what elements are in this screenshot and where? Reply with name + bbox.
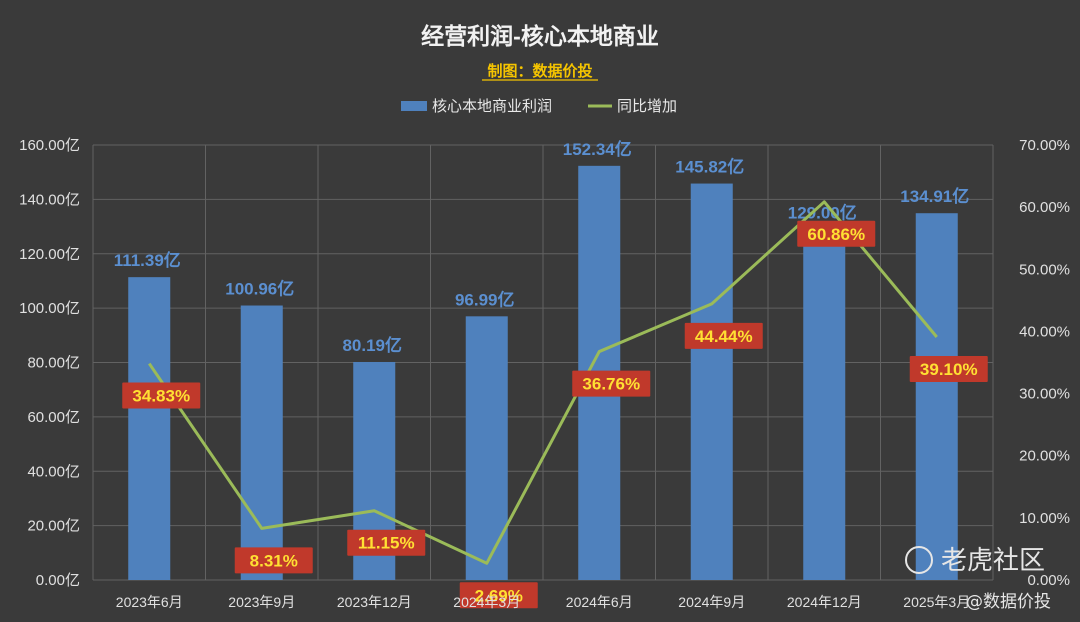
bar-value-label: 111.39亿 (114, 250, 181, 270)
y-left-tick-label: 20.00亿 (27, 518, 80, 535)
y-left-tick-label: 60.00亿 (27, 409, 80, 426)
line-series (148, 200, 938, 565)
x-tick-label: 2025年3月 (903, 594, 970, 610)
legend-label-line: 同比增加 (617, 98, 677, 115)
line-value-label: 36.76% (582, 375, 640, 394)
watermark-handle: @数据价投 (966, 592, 1051, 612)
line-value-label-box (347, 529, 426, 556)
line-value-label: 44.44% (695, 327, 753, 346)
y-right-tick-label: 20.00% (1019, 448, 1070, 465)
x-tick-label: 2024年6月 (566, 594, 633, 610)
bar-value-label: 80.19亿 (342, 335, 402, 355)
y-right-tick-label: 30.00% (1019, 386, 1070, 403)
y-right-tick-label: 40.00% (1019, 323, 1070, 340)
bar (128, 277, 171, 580)
bar (803, 229, 846, 580)
line-value-label: 8.31% (250, 551, 298, 570)
bar-value-label: 96.99亿 (455, 289, 515, 309)
y-right-tick-label: 10.00% (1019, 510, 1070, 527)
line-value-label: 39.10% (920, 360, 978, 379)
chart-title: 经营利润-核心本地商业 (421, 23, 659, 49)
bar (240, 305, 283, 580)
y-right-tick-label: 0.00% (1027, 572, 1070, 589)
line-value-label: 2.69% (475, 586, 523, 605)
legend-swatch-bar (401, 101, 427, 111)
line-value-label: 34.83% (132, 387, 190, 406)
x-tick-label: 2023年12月 (337, 594, 412, 610)
y-left-tick-label: 140.00亿 (19, 191, 80, 208)
line-value-label-box (459, 582, 538, 609)
line-value-label-box (572, 370, 651, 397)
bar-value-label: 152.34亿 (563, 139, 632, 159)
line-value-label-box (797, 220, 876, 247)
tiger-logo-icon (905, 546, 933, 574)
x-tick-label: 2023年6月 (116, 594, 183, 610)
bar (690, 183, 733, 580)
y-left-tick-label: 40.00亿 (27, 463, 80, 480)
x-tick-label: 2024年9月 (678, 594, 745, 610)
x-tick-label: 2024年12月 (787, 594, 862, 610)
line-value-label-box (234, 547, 313, 574)
watermark-brand-text: 老虎社区 (941, 546, 1046, 576)
line-value-label-box (122, 382, 201, 409)
y-left-tick-label: 100.00亿 (19, 300, 80, 317)
bar (915, 213, 958, 580)
y-right-tick-label: 70.00% (1019, 137, 1070, 154)
legend-label-bar: 核心本地商业利润 (432, 98, 552, 115)
watermark-brand: 老虎社区 (905, 540, 1045, 577)
line-value-label-box (909, 356, 988, 383)
bar-value-label: 134.91亿 (900, 186, 969, 206)
y-right-tick-label: 50.00% (1019, 261, 1070, 278)
y-right-tick-label: 60.00% (1019, 199, 1070, 216)
line-value-label-box (684, 322, 763, 349)
line-value-label: 11.15% (358, 534, 415, 553)
y-left-tick-label: 120.00亿 (19, 246, 80, 263)
x-tick-label: 2024年3月 (453, 594, 520, 610)
y-left-tick-label: 160.00亿 (19, 137, 80, 154)
line-value-label: 60.86% (807, 225, 865, 244)
bar-value-label: 100.96亿 (225, 279, 294, 299)
y-left-tick-label: 80.00亿 (27, 355, 80, 372)
bar-value-label: 145.82亿 (675, 157, 744, 177)
bar (465, 316, 508, 580)
y-left-tick-label: 0.00亿 (36, 572, 80, 589)
chart-subtitle: 制图：数据价投 (487, 62, 592, 80)
x-tick-label: 2023年9月 (228, 594, 295, 610)
